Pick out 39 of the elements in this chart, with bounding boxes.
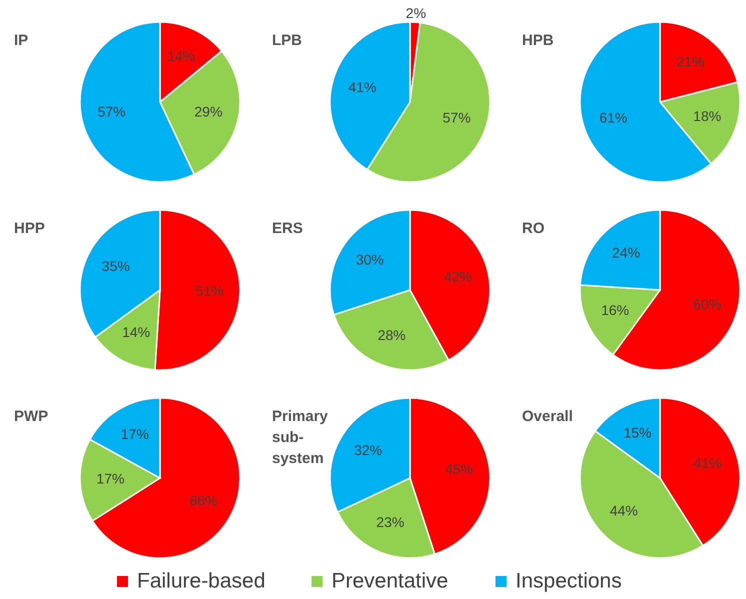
- legend-label: Inspections: [516, 570, 622, 593]
- text: HPB: [522, 32, 554, 49]
- data-label: 61%: [599, 110, 628, 126]
- data-label: 57%: [98, 104, 126, 120]
- text: IP: [14, 32, 28, 49]
- data-label: 2%: [406, 4, 426, 21]
- data-label: 44%: [610, 502, 638, 519]
- text: PWP: [14, 408, 48, 425]
- data-label: 66%: [189, 492, 218, 509]
- legend-label: Preventative: [332, 570, 448, 593]
- data-label: 29%: [194, 104, 222, 120]
- legend-label: Failure-based: [137, 570, 266, 593]
- text: ERS: [272, 220, 303, 237]
- data-label: 28%: [378, 326, 406, 343]
- text: Primary sub-system: [272, 408, 329, 467]
- data-label: 17%: [96, 470, 124, 486]
- data-label: 35%: [102, 258, 130, 274]
- data-label: 24%: [612, 244, 640, 261]
- data-label: 30%: [356, 252, 384, 268]
- data-label: 45%: [444, 460, 474, 477]
- data-label: 60%: [693, 296, 722, 312]
- data-label: 57%: [442, 110, 471, 126]
- data-label: 32%: [354, 442, 382, 458]
- data-label: 16%: [601, 302, 630, 318]
- data-label: 41%: [348, 78, 376, 95]
- data-label: 17%: [120, 426, 149, 442]
- data-label: 14%: [167, 48, 196, 64]
- data-label: 21%: [676, 54, 704, 70]
- data-label: 42%: [444, 268, 472, 284]
- text: LPB: [272, 32, 302, 49]
- data-label: 51%: [196, 282, 224, 298]
- data-label: 15%: [623, 424, 652, 441]
- data-label: 41%: [694, 454, 722, 471]
- text: HPP: [14, 220, 45, 237]
- text: RO: [522, 220, 545, 237]
- text: Overall: [522, 408, 573, 425]
- data-label: 23%: [376, 514, 404, 530]
- data-label: 14%: [122, 324, 150, 340]
- data-label: 18%: [693, 108, 722, 124]
